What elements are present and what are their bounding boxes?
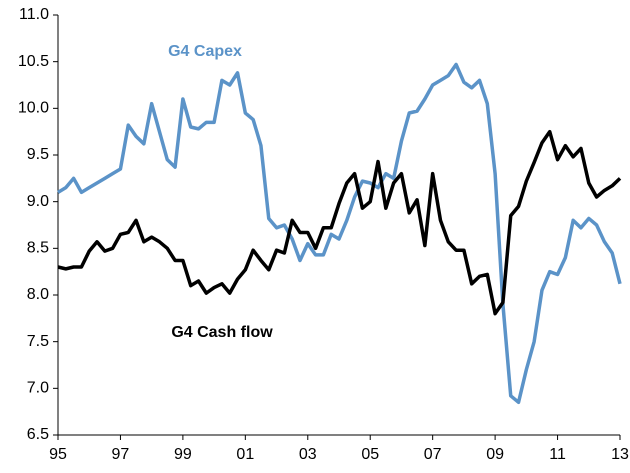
x-tick-label: 95 <box>49 446 67 463</box>
y-tick-label: 11.0 <box>19 6 49 23</box>
y-tick-label: 10.5 <box>18 53 49 70</box>
x-tick-label: 13 <box>611 446 629 463</box>
x-tick-label: 11 <box>549 446 566 463</box>
y-tick-label: 10.0 <box>18 100 49 117</box>
y-tick-label: 9.0 <box>27 193 49 210</box>
x-tick-label: 05 <box>361 446 379 463</box>
x-tick-label: 09 <box>486 446 504 463</box>
x-tick-label: 07 <box>424 446 442 463</box>
x-tick-label: 99 <box>174 446 192 463</box>
y-tick-label: 6.5 <box>27 426 49 443</box>
y-tick-label: 7.0 <box>27 380 49 397</box>
y-tick-label: 9.5 <box>27 146 49 163</box>
y-tick-label: 8.0 <box>27 286 49 303</box>
x-tick-label: 97 <box>112 446 130 463</box>
x-tick-label: 03 <box>299 446 317 463</box>
series-line <box>57 129 622 316</box>
series-label: G4 Capex <box>168 43 242 60</box>
y-tick-label: 8.5 <box>27 240 49 257</box>
series-line <box>57 62 622 405</box>
series-label: G4 Cash flow <box>171 324 273 341</box>
x-tick-label: 01 <box>236 446 254 463</box>
y-tick-label: 7.5 <box>27 333 49 350</box>
